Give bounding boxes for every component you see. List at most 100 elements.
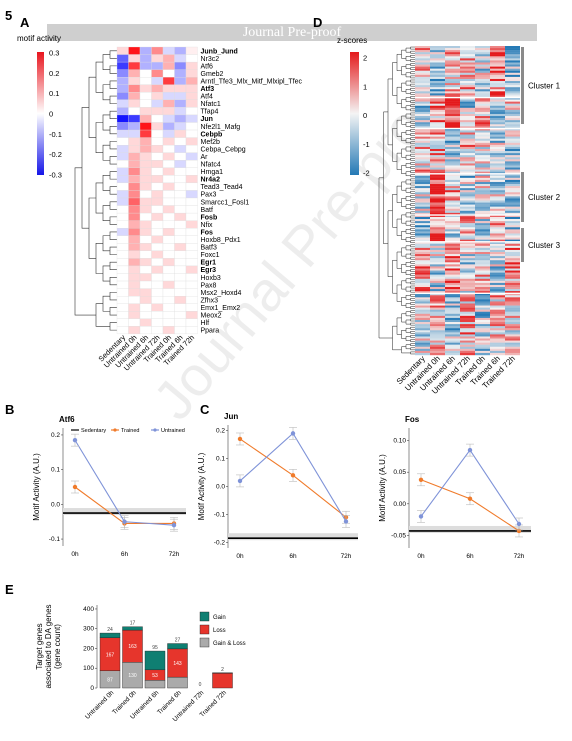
bar-chart-y-tick-label: 400	[83, 606, 94, 613]
heatmap-d-cell	[460, 54, 475, 57]
heatmap-d-cell	[490, 167, 505, 170]
bar-data-label: 163	[128, 644, 137, 650]
heatmap-d-cell	[460, 60, 475, 63]
heatmap-d-cell	[505, 118, 520, 121]
heatmap-d-cell	[430, 93, 445, 96]
heatmap-d-cell	[505, 221, 520, 224]
heatmap-d-cell	[430, 293, 445, 296]
heatmap-d-cell	[415, 72, 430, 76]
heatmap-d-cell	[460, 120, 475, 123]
heatmap-d-cell	[415, 50, 430, 53]
heatmap-d-cell	[460, 107, 475, 111]
heatmap-d-cell	[445, 93, 460, 96]
heatmap-d-cell	[460, 122, 475, 125]
heatmap-d-cell	[475, 241, 490, 244]
heatmap-a-row-label: Mef2b	[201, 139, 221, 146]
heatmap-d-cell	[490, 268, 505, 271]
heatmap-d-cell	[415, 231, 430, 234]
heatmap-a-legend-title: motif activity	[17, 34, 62, 43]
heatmap-d-cell	[460, 167, 475, 170]
heatmap-d-cell	[460, 264, 475, 267]
heatmap-d-cell	[505, 297, 520, 300]
heatmap-d-cell	[505, 68, 520, 71]
heatmap-d-legend-tick: -2	[363, 169, 370, 178]
heatmap-d-cell	[475, 157, 490, 160]
heatmap-d-cell	[475, 179, 490, 183]
heatmap-d-cell	[475, 196, 490, 199]
heatmap-d-cell	[445, 268, 460, 271]
heatmap-d-cell	[460, 105, 475, 108]
heatmap-d-cell	[475, 89, 490, 92]
bar-chart-y-label: (gene count)	[53, 624, 62, 669]
heatmap-d-cell	[430, 227, 445, 230]
heatmap-d-cell	[430, 91, 445, 94]
heatmap-d-cell	[445, 74, 460, 78]
heatmap-d-cell	[460, 66, 475, 69]
heatmap-d-cell	[490, 348, 505, 352]
heatmap-d-cell	[445, 317, 460, 321]
heatmap-a-row-label: Egr1	[201, 260, 217, 267]
heatmap-d-cell	[445, 280, 460, 284]
heatmap-d-cell	[490, 95, 505, 98]
heatmap-d-cell	[445, 196, 460, 199]
heatmap-d-cell	[490, 126, 505, 129]
heatmap-d-cell	[505, 54, 520, 57]
heatmap-d-cell	[445, 219, 460, 222]
heatmap-d-cell	[490, 350, 505, 354]
line-chart-y-tick-label: 0.2	[51, 432, 60, 439]
heatmap-d-cell	[430, 78, 445, 82]
heatmap-d-cell	[475, 311, 490, 314]
heatmap-d-cell	[430, 210, 445, 214]
heatmap-a-legend-tick: 0.1	[49, 89, 59, 98]
heatmap-d-cell	[415, 229, 430, 232]
heatmap-d-cell	[445, 81, 460, 84]
heatmap-d-cell	[460, 233, 475, 236]
line-chart-point	[72, 484, 78, 490]
heatmap-d-cell	[490, 247, 505, 251]
heatmap-d-cell	[475, 293, 490, 296]
bar-top-label: 17	[130, 621, 136, 627]
heatmap-d-cell	[475, 46, 490, 49]
line-chart-point	[72, 437, 78, 443]
heatmap-d-cell	[445, 159, 460, 162]
heatmap-d-cell	[415, 311, 430, 314]
heatmap-d-cell	[445, 352, 460, 356]
line-chart-x-tick-label: 72h	[514, 553, 525, 560]
journal-banner-text: Journal Pre-proof	[242, 25, 342, 40]
heatmap-d-cell	[505, 313, 520, 317]
heatmap-d-cell	[505, 225, 520, 228]
heatmap-d-cell	[415, 85, 430, 88]
heatmap-d-cell	[460, 282, 475, 286]
heatmap-d-cell	[490, 225, 505, 228]
heatmap-d-cell	[445, 54, 460, 57]
heatmap-d-cell	[445, 136, 460, 139]
line-chart-y-tick-label: 0.2	[216, 428, 225, 435]
heatmap-d-cell	[460, 97, 475, 100]
heatmap-a-legend-tick: 0.2	[49, 69, 59, 78]
heatmap-d-cell	[445, 151, 460, 154]
heatmap-d-cell	[430, 278, 445, 282]
heatmap-d-cell	[505, 140, 520, 144]
heatmap-d-cell	[445, 76, 460, 80]
heatmap-d-cell	[475, 231, 490, 234]
heatmap-d-cell	[505, 81, 520, 84]
heatmap-d-cell	[445, 299, 460, 302]
panel-label-a: A	[20, 15, 30, 30]
heatmap-d-cell	[460, 326, 475, 329]
heatmap-d-cell	[415, 319, 430, 323]
heatmap-d-cell	[490, 196, 505, 199]
heatmap-d-cell	[475, 165, 490, 168]
bar-chart-y-tick-label: 200	[83, 645, 94, 652]
heatmap-d-cell	[445, 270, 460, 273]
heatmap-d-cell	[445, 52, 460, 55]
heatmap-d-cell	[430, 52, 445, 55]
heatmap-d-cell	[475, 190, 490, 193]
heatmap-d-cell	[460, 192, 475, 195]
heatmap-d-cell	[490, 153, 505, 156]
heatmap-d-cell	[445, 216, 460, 220]
heatmap-d-cell	[430, 85, 445, 88]
heatmap-d-cell	[430, 212, 445, 216]
heatmap-a-row-label: Zfhx3	[201, 297, 219, 304]
heatmap-d-cell	[475, 229, 490, 232]
bar-segment	[167, 676, 188, 689]
